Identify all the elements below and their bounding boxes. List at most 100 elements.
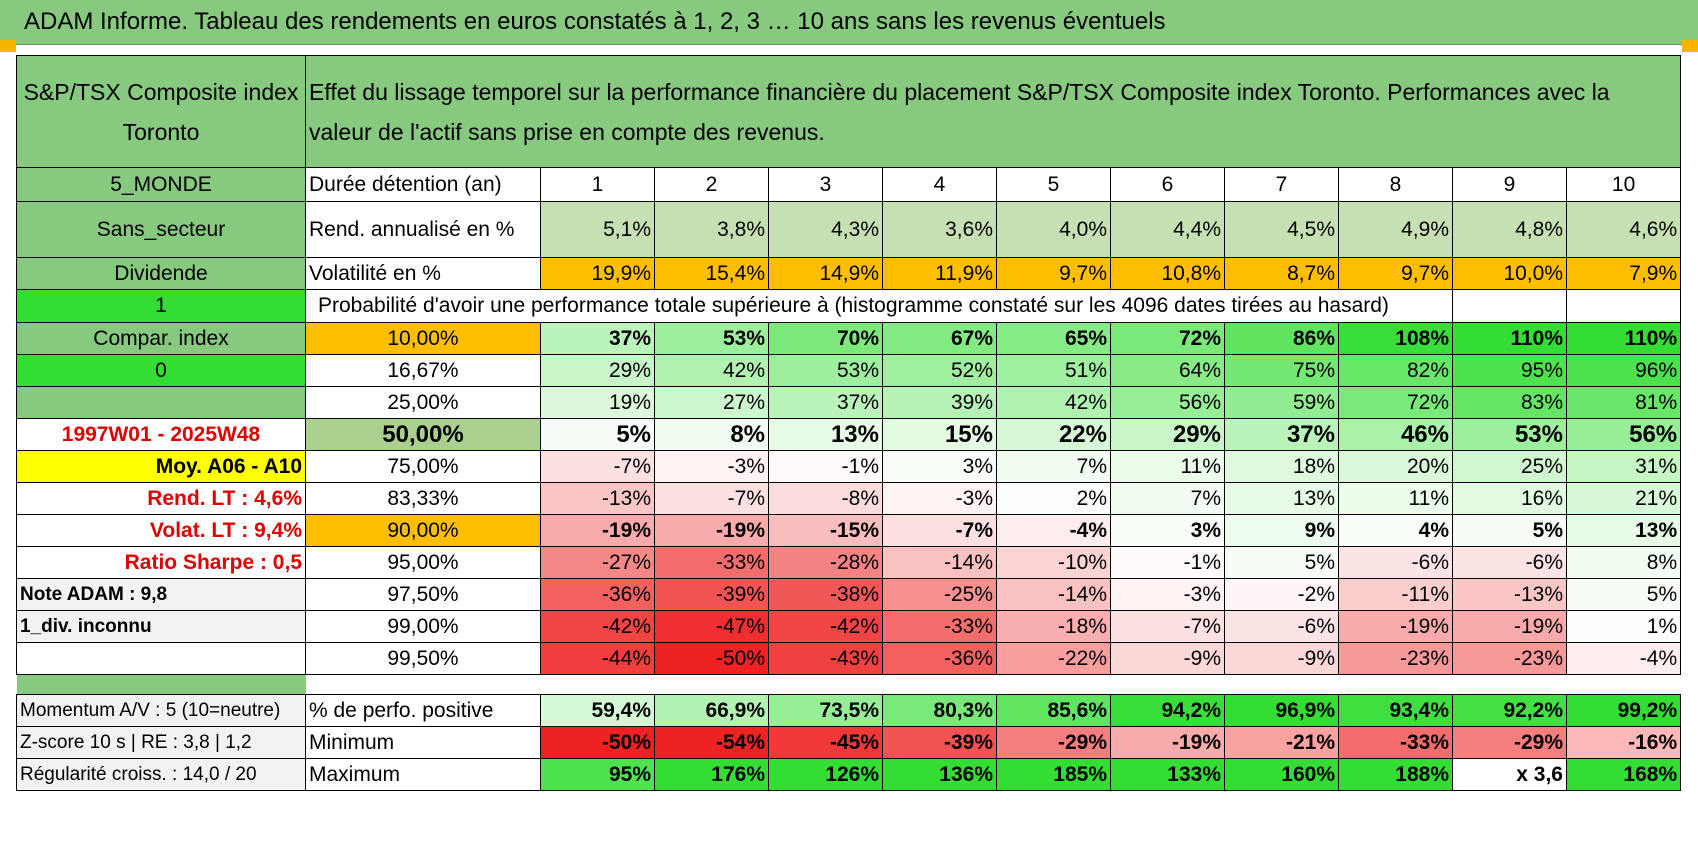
table-row: 25,00% 19% 27% 37% 39% 42% 56% 59% 72% 83% 81%: [16, 386, 1682, 419]
table-row: Compar. index 10,00% 37% 53% 70% 67% 65% 72% 86%…: [16, 322, 1682, 355]
empty-cell: [1452, 289, 1567, 323]
side-cell: [16, 386, 306, 419]
stat-side-label: Momentum A/V : 5 (10=neutre): [16, 694, 306, 727]
stat-cell: 95%: [540, 758, 655, 791]
stat-cell: -54%: [654, 726, 769, 759]
stat-cell: -33%: [1338, 726, 1453, 759]
probability-cell: 52%: [882, 354, 997, 387]
probability-cell: -3%: [1110, 578, 1225, 611]
table-row: 1_div. inconnu 99,00% -42% -47% -42% -33% -18%…: [16, 610, 1682, 643]
rend-cell: 4,3%: [768, 201, 883, 258]
probability-cell: -14%: [882, 546, 997, 579]
stat-cell: x 3,6: [1452, 758, 1567, 791]
table-row: 99,50% -44% -50% -43% -36% -22% -9% -9% -23% -23%…: [16, 642, 1682, 675]
probability-cell: -7%: [654, 482, 769, 515]
probability-cell: -33%: [654, 546, 769, 579]
threshold-label: 16,67%: [305, 354, 541, 387]
probability-cell: 25%: [1452, 450, 1567, 483]
side-cell-dividende: Dividende: [16, 257, 306, 290]
year-header: 1: [540, 167, 655, 202]
vol-cell: 10,8%: [1110, 257, 1225, 290]
vol-cell: 9,7%: [1338, 257, 1453, 290]
rend-cell: 4,9%: [1338, 201, 1453, 258]
positive-row: Momentum A/V : 5 (10=neutre)% de perfo. …: [16, 694, 1682, 727]
stat-label: % de perfo. positive: [305, 694, 541, 727]
probability-cell: 22%: [996, 418, 1111, 451]
stat-label: Minimum: [305, 726, 541, 759]
rend-cell: 4,5%: [1224, 201, 1339, 258]
stat-cell: 80,3%: [882, 694, 997, 727]
stat-cell: -45%: [768, 726, 883, 759]
probability-caption: Probabilité d'avoir une performance tota…: [305, 289, 1453, 323]
probability-cell: 67%: [882, 322, 997, 355]
vol-cell: 9,7%: [996, 257, 1111, 290]
stat-cell: -50%: [540, 726, 655, 759]
probability-cell: 51%: [996, 354, 1111, 387]
year-header: 10: [1565, 167, 1682, 202]
probability-cell: 3%: [1110, 514, 1225, 547]
threshold-label: 97,50%: [305, 578, 541, 611]
probability-cell: 5%: [1452, 514, 1567, 547]
vol-cell: 11,9%: [882, 257, 997, 290]
probability-cell: -22%: [996, 642, 1111, 675]
probability-cell: 42%: [654, 354, 769, 387]
probability-cell: -38%: [768, 578, 883, 611]
probability-cell: 4%: [1338, 514, 1453, 547]
probability-cell: -7%: [540, 450, 655, 483]
stat-label: Maximum: [305, 758, 541, 791]
probability-cell: 27%: [654, 386, 769, 419]
probability-cell: 7%: [1110, 482, 1225, 515]
probability-cell: 65%: [996, 322, 1111, 355]
probability-cell: -23%: [1452, 642, 1567, 675]
probability-cell: 13%: [1565, 514, 1682, 547]
probability-cell: -1%: [1110, 546, 1225, 579]
vol-cell: 19,9%: [540, 257, 655, 290]
probability-cell: 13%: [768, 418, 883, 451]
table-row: Moy. A06 - A10 75,00% -7% -3% -1% 3% 7% 11% 18% 2…: [16, 450, 1682, 483]
probability-cell: 42%: [996, 386, 1111, 419]
side-cell: 0: [16, 354, 306, 387]
probability-cell: 81%: [1565, 386, 1682, 419]
orange-marker: [1682, 40, 1698, 52]
probability-cell: 86%: [1224, 322, 1339, 355]
side-cell: Ratio Sharpe : 0,5: [16, 546, 306, 579]
side-cell: Moy. A06 - A10: [16, 450, 306, 483]
stat-cell: 66,9%: [654, 694, 769, 727]
title-bar: ADAM Informe. Tableau des rendements en …: [0, 0, 1698, 45]
probability-cell: -9%: [1224, 642, 1339, 675]
threshold-label: 83,33%: [305, 482, 541, 515]
table-description: Effet du lissage temporel sur la perform…: [304, 55, 1682, 168]
probability-cell: 56%: [1565, 418, 1682, 451]
probability-cell: -47%: [654, 610, 769, 643]
probability-cell: 95%: [1452, 354, 1567, 387]
threshold-label: 90,00%: [305, 514, 541, 547]
stat-cell: -29%: [996, 726, 1111, 759]
probability-cell: 16%: [1452, 482, 1567, 515]
threshold-label: 50,00%: [305, 418, 541, 451]
probability-cell: -6%: [1338, 546, 1453, 579]
table-row: Rend. LT : 4,6% 83,33% -13% -7% -8% -3% 2% 7% 13…: [16, 482, 1682, 515]
vol-cell: 10,0%: [1452, 257, 1567, 290]
probability-cell: -50%: [654, 642, 769, 675]
probability-cell: 7%: [996, 450, 1111, 483]
empty-cell: [1565, 289, 1682, 323]
stat-cell: 96,9%: [1224, 694, 1339, 727]
probability-cell: -19%: [1338, 610, 1453, 643]
probability-cell: 18%: [1224, 450, 1339, 483]
probability-cell: -43%: [768, 642, 883, 675]
table-row: Ratio Sharpe : 0,5 95,00% -27% -33% -28% -14%…: [16, 546, 1682, 579]
probability-cell: 96%: [1565, 354, 1682, 387]
row-label-vol: Volatilité en %: [305, 257, 541, 290]
probability-cell: -18%: [996, 610, 1111, 643]
year-header: 5: [996, 167, 1111, 202]
side-cell: 1_div. inconnu: [16, 610, 306, 643]
probability-cell: -1%: [768, 450, 883, 483]
rend-cell: 3,6%: [882, 201, 997, 258]
probability-cell: -9%: [1110, 642, 1225, 675]
probability-cell: 46%: [1338, 418, 1453, 451]
year-header: 4: [882, 167, 997, 202]
probability-cell: -25%: [882, 578, 997, 611]
probability-cell: -3%: [882, 482, 997, 515]
probability-cell: 3%: [882, 450, 997, 483]
probability-cell: 53%: [1452, 418, 1567, 451]
